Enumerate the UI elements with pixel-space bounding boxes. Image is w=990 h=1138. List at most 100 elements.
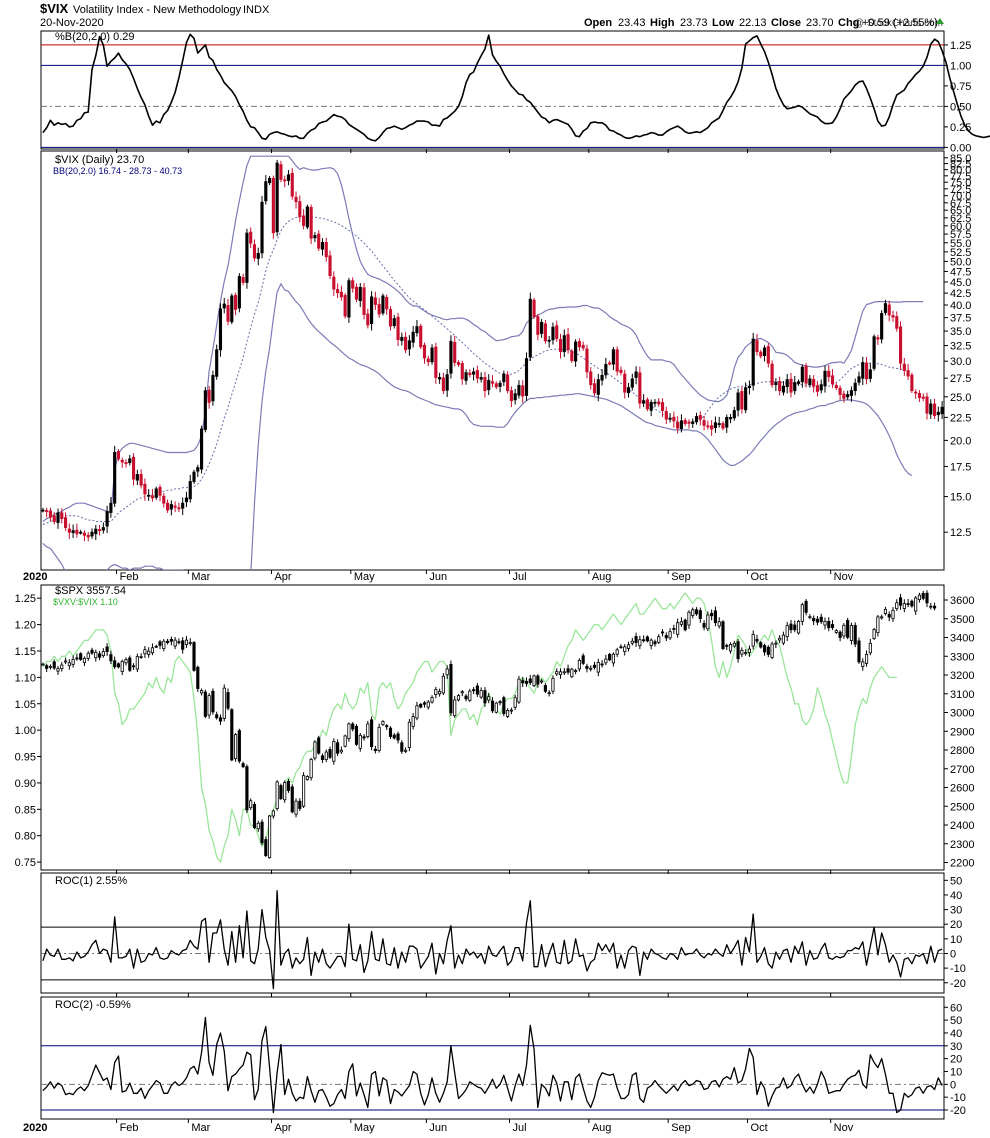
vix-candle-body (94, 528, 98, 535)
spx-candle-body (339, 749, 343, 753)
panel-frame (40, 584, 945, 871)
spx-candle-body (343, 735, 347, 747)
vix-candle (660, 398, 665, 417)
vix-candle (60, 508, 64, 524)
spx-candle-body (808, 616, 812, 619)
vix-candle-body (800, 366, 804, 383)
vix-candle (778, 376, 782, 396)
vix-candle (936, 406, 940, 422)
vix-candle-body (472, 371, 476, 375)
spx-candle (623, 644, 627, 656)
spx-candle-body (891, 609, 895, 620)
spx-candle (264, 836, 268, 858)
vix-candle-body (759, 351, 763, 357)
vix-candle (392, 314, 396, 329)
spx-candle (766, 645, 770, 658)
spx-candle-body (264, 839, 268, 856)
vix-candle-body (883, 303, 888, 313)
vix-candle-body (419, 325, 423, 348)
spx-candle-body (256, 822, 260, 830)
spx-candle (438, 688, 442, 697)
vix-candle (94, 524, 98, 541)
vix-candle (721, 421, 725, 431)
spx-tick-label: 2700 (950, 764, 974, 776)
vix-candle-body (513, 393, 517, 401)
spx-candle-body (611, 653, 615, 664)
vix-candle-body (721, 423, 725, 429)
vix-candle (706, 420, 710, 430)
vix-candle (203, 386, 207, 433)
vix-candle (638, 366, 642, 409)
vix-candle-body (56, 512, 60, 523)
vix-candle-body (887, 304, 891, 316)
spx-candle (747, 645, 751, 657)
vix-candle-body (694, 416, 699, 423)
spx-candle-body (173, 639, 177, 647)
vix-candle (131, 453, 136, 486)
spx-candle-body (914, 597, 918, 612)
vix-candle (872, 334, 876, 371)
vix-candle-body (577, 341, 581, 348)
vix-candle-body (615, 349, 619, 372)
vix-candle-body (377, 304, 381, 315)
spx-candle-body (762, 645, 767, 653)
spx-candle (638, 635, 642, 650)
spx-candle (581, 653, 585, 666)
vix-candle-body (604, 364, 608, 376)
spx-candle (165, 638, 170, 645)
vix-candle-body (626, 387, 631, 394)
vix-candle (298, 195, 302, 223)
header-close-label: Close (771, 17, 801, 29)
vix-candle (188, 474, 192, 503)
spx-candle-body (626, 644, 631, 649)
vix-candle (294, 191, 298, 209)
vix-candle-body (184, 497, 189, 503)
spx-candle-body (683, 619, 687, 631)
month-label: 2020 (23, 1122, 47, 1134)
spx-candle (472, 687, 476, 695)
vix-candle (143, 478, 147, 501)
vix-candle (430, 344, 434, 365)
vix-candle-body (906, 370, 910, 377)
spx-candle (645, 635, 649, 643)
vix-candle (196, 464, 200, 478)
spx-candle (657, 634, 661, 645)
spx-candle (45, 663, 49, 673)
spx-candle (241, 761, 245, 769)
vix-candle (540, 319, 544, 338)
spx-candle (449, 660, 453, 716)
spx-candle (732, 640, 736, 648)
ratio-tick-label: 1.05 (15, 699, 36, 711)
roc2-legend: ROC(2) -0.59% (55, 999, 131, 1011)
vix-candle (336, 283, 340, 299)
vix-candle-body (71, 530, 75, 534)
spx-candle (332, 738, 336, 765)
spx-candle (509, 707, 513, 715)
spx-candle (426, 700, 430, 710)
spx-candle (60, 662, 64, 672)
vix-candle-body (302, 215, 306, 226)
spx-candle (169, 636, 173, 646)
vix-candle (249, 227, 253, 249)
vix-candle-body (781, 385, 785, 393)
vix-candle (785, 373, 789, 394)
spx-candle-body (324, 751, 328, 760)
vix-bb-legend: BB(20,2.0) 16.74 - 28.73 - 40.73 (53, 166, 182, 176)
spx-candle-body (283, 782, 287, 801)
vix-candle (441, 372, 445, 394)
vix-candle (759, 349, 763, 359)
vix-candle-body (502, 373, 506, 383)
spx-candle-body (218, 717, 223, 722)
ratio-tick-label: 1.00 (15, 725, 36, 737)
spx-candle (143, 645, 147, 659)
vix-candle (419, 323, 423, 350)
vix-candle-body (207, 389, 211, 403)
spx-candle-body (294, 800, 298, 815)
vix-candle-body (517, 385, 521, 396)
vix-candle-body (324, 242, 328, 258)
spx-candle-body (426, 701, 430, 708)
spx-candle (415, 701, 419, 721)
spx-candle-body (188, 642, 192, 644)
spx-candle (430, 695, 434, 704)
vix-candle (82, 530, 87, 542)
